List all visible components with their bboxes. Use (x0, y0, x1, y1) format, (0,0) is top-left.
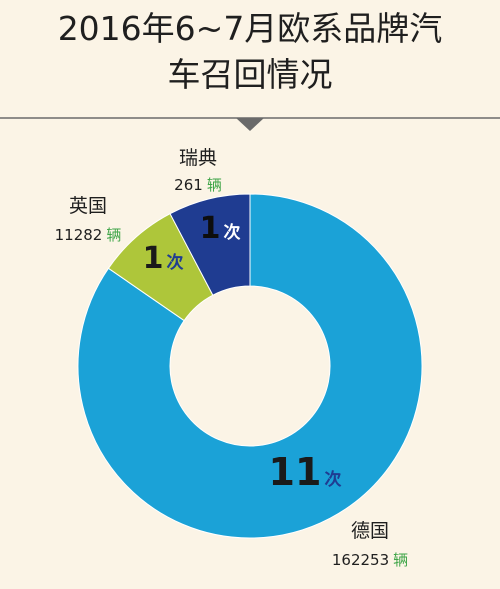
chart-title-line-1: 2016年6~7月欧系品牌汽 (57, 9, 443, 48)
vehicles-label-sweden: 261 辆 (174, 176, 222, 194)
category-label-uk: 英国 (69, 195, 107, 217)
chart-title: 2016年6~7月欧系品牌汽 车召回情况 (0, 6, 500, 98)
slice-sweden (169, 193, 251, 296)
vehicles-label-germany: 162253 辆 (332, 551, 408, 569)
title-divider (0, 117, 500, 131)
slice-germany (77, 193, 423, 539)
divider-pointer (236, 118, 264, 131)
category-label-sweden: 瑞典 (179, 147, 217, 169)
chart-title-line-2: 车召回情况 (167, 55, 333, 94)
value-label-germany: 11 次 (269, 450, 342, 494)
category-label-germany: 德国 (351, 520, 389, 542)
vehicles-label-uk: 11282 辆 (55, 226, 122, 244)
